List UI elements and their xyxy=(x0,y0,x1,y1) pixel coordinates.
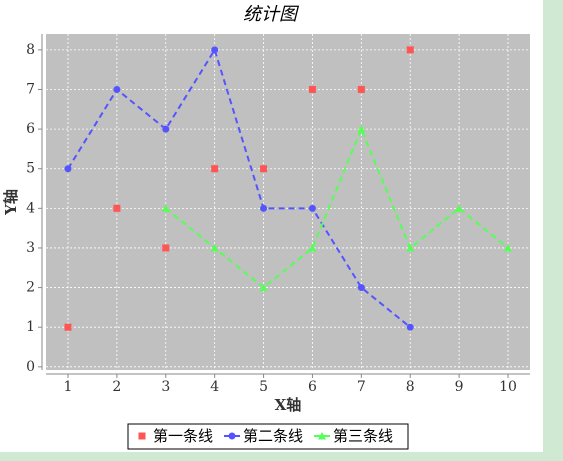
data-point xyxy=(455,204,464,212)
y-tick-label: 1 xyxy=(26,319,35,335)
legend-marker xyxy=(318,432,327,440)
series-line xyxy=(67,47,411,328)
data-point xyxy=(113,85,121,93)
x-tick-label: 4 xyxy=(210,379,219,395)
y-axis-label: Y轴 xyxy=(2,189,20,216)
chart-title: 统计图 xyxy=(243,4,300,25)
x-tick-label: 5 xyxy=(259,379,268,395)
series-line xyxy=(165,126,509,289)
legend-marker xyxy=(138,432,146,440)
data-point xyxy=(211,46,219,54)
data-point xyxy=(406,323,414,331)
y-tick-label: 2 xyxy=(26,280,35,296)
data-point xyxy=(260,204,268,212)
data-point xyxy=(161,204,170,212)
data-point xyxy=(357,125,366,133)
x-tick-label: 9 xyxy=(455,379,464,395)
data-point xyxy=(162,244,170,252)
data-point xyxy=(504,243,512,252)
data-point xyxy=(406,46,414,54)
x-tick-label: 2 xyxy=(112,379,121,395)
data-point xyxy=(260,165,268,173)
data-point xyxy=(308,243,317,252)
data-point xyxy=(357,85,365,93)
x-tick-label: 8 xyxy=(406,379,415,395)
y-tick-label: 3 xyxy=(26,240,35,256)
data-point xyxy=(64,323,72,331)
y-tick-label: 5 xyxy=(26,161,35,177)
x-tick-label: 7 xyxy=(357,379,366,395)
y-tick-label: 0 xyxy=(26,359,35,375)
data-point xyxy=(308,85,316,93)
y-tick-label: 7 xyxy=(26,81,35,97)
x-axis-label: X轴 xyxy=(275,396,302,414)
x-tick-label: 1 xyxy=(64,379,73,395)
legend-label: 第一条线 xyxy=(153,427,213,445)
data-point xyxy=(308,204,316,212)
data-point xyxy=(211,165,219,173)
x-tick-label: 3 xyxy=(161,379,170,395)
data-point xyxy=(113,204,121,212)
plot-area xyxy=(46,34,530,370)
y-tick-label: 8 xyxy=(26,42,35,58)
data-point xyxy=(210,243,219,252)
data-point xyxy=(357,284,365,292)
y-tick-label: 6 xyxy=(26,121,35,137)
legend-label: 第二条线 xyxy=(243,427,303,445)
x-tick-label: 10 xyxy=(499,379,517,395)
data-point xyxy=(259,283,268,292)
legend xyxy=(127,423,409,450)
legend-marker xyxy=(228,432,236,440)
data-point xyxy=(406,243,415,252)
data-point xyxy=(162,125,170,133)
y-tick-label: 4 xyxy=(26,200,35,216)
data-point xyxy=(64,165,72,173)
x-tick-label: 6 xyxy=(308,379,317,395)
legend-label: 第三条线 xyxy=(333,427,393,445)
